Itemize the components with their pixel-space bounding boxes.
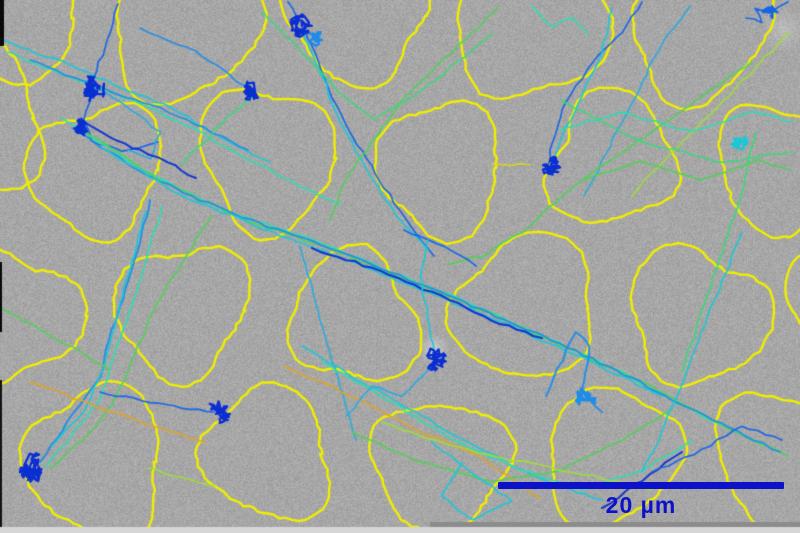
scale-bar-label: 20 µm (605, 492, 677, 518)
scale-bar (498, 482, 784, 489)
